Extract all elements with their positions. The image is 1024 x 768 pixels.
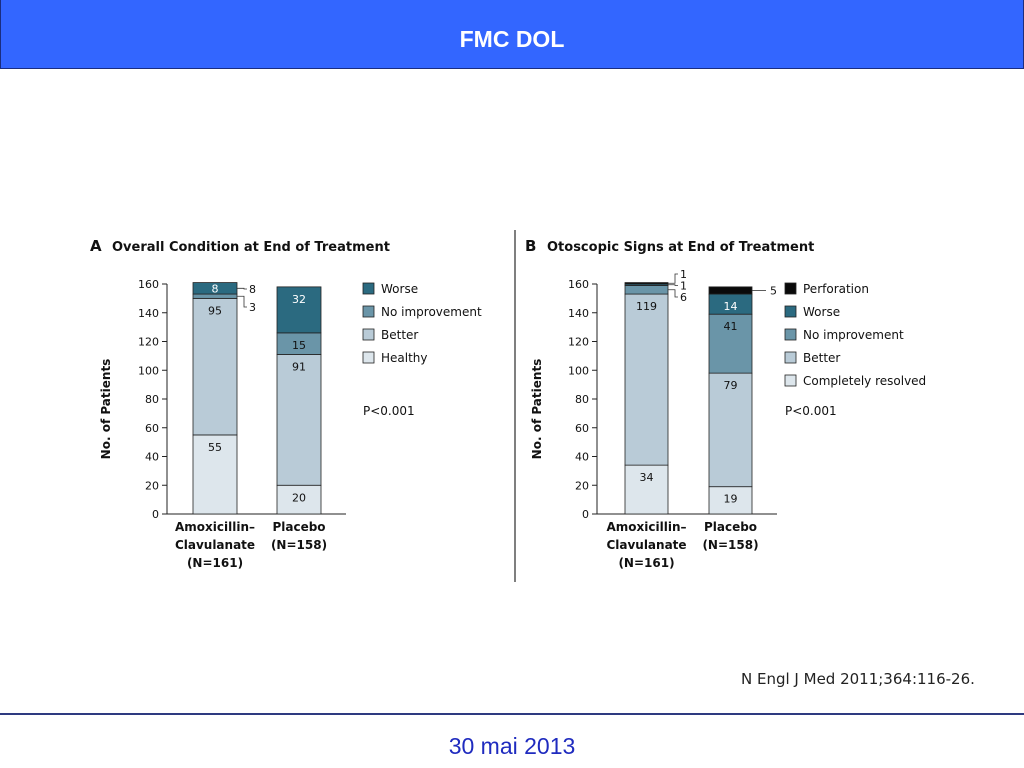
- y-tick-label: 140: [568, 307, 589, 320]
- legend-label: Completely resolved: [803, 374, 926, 388]
- x-category-label: Clavulanate: [175, 538, 255, 552]
- legend-swatch: [362, 282, 375, 295]
- chart-title: Otoscopic Signs at End of Treatment: [547, 240, 814, 255]
- legend-swatch: [784, 282, 797, 295]
- legend-swatch: [784, 328, 797, 341]
- callout-label: 5: [770, 284, 777, 297]
- panel-letter: B: [525, 237, 536, 255]
- bar-segment-healthy: [192, 434, 238, 515]
- x-category-label: (N=158): [271, 538, 327, 552]
- legend-swatch: [362, 328, 375, 341]
- callout-label: 3: [249, 301, 256, 314]
- y-tick-label: 80: [145, 393, 159, 406]
- data-label: 14: [724, 300, 738, 313]
- y-tick-label: 140: [138, 307, 159, 320]
- p-value-label: P<0.001: [785, 404, 837, 418]
- data-label: 79: [724, 379, 738, 392]
- slide-header-bar: FMC DOL: [0, 0, 1024, 69]
- legend-swatch: [362, 351, 375, 364]
- y-tick-label: 40: [145, 451, 159, 464]
- footer-date: 30 mai 2013: [448, 733, 576, 759]
- legend-label: No improvement: [803, 328, 904, 342]
- y-tick-label: 120: [138, 336, 159, 349]
- panel-letter: A: [90, 237, 102, 255]
- footer-divider: [0, 713, 1024, 715]
- callout-line: [668, 289, 678, 298]
- y-tick-label: 20: [145, 479, 159, 492]
- bar-segment-better: [624, 293, 669, 466]
- data-label: 95: [208, 304, 222, 317]
- callout-label: 1: [680, 280, 687, 293]
- y-axis-label: No. of Patients: [99, 359, 113, 460]
- data-label: 8: [212, 282, 219, 295]
- callout-label: 6: [680, 291, 687, 304]
- callout-line: [668, 284, 678, 286]
- data-label: 41: [724, 320, 738, 333]
- legend-label: Worse: [381, 282, 418, 296]
- legend-label: No improvement: [381, 305, 482, 319]
- legend-swatch: [784, 374, 797, 387]
- x-category-label: Clavulanate: [606, 538, 686, 552]
- legend-swatch: [362, 305, 375, 318]
- panel-a-overall-condition: A Overall Condition at End of Treatment No…: [90, 237, 482, 570]
- y-tick-label: 120: [568, 336, 589, 349]
- y-tick-label: 100: [568, 364, 589, 377]
- y-tick-label: 0: [582, 508, 589, 521]
- data-label: 20: [292, 491, 306, 504]
- x-category-label: (N=161): [187, 556, 243, 570]
- data-label: 119: [636, 300, 657, 313]
- bar-segment-worse: [276, 286, 322, 334]
- x-category-label: (N=158): [702, 538, 758, 552]
- data-label: 32: [292, 293, 306, 306]
- legend-label: Healthy: [381, 351, 428, 365]
- y-tick-label: 20: [575, 479, 589, 492]
- data-label: 19: [724, 493, 738, 506]
- y-tick-label: 80: [575, 393, 589, 406]
- bar-segment-no-improvement: [708, 313, 753, 374]
- callout-line: [668, 273, 678, 284]
- y-tick-label: 160: [568, 278, 589, 291]
- data-label: 34: [640, 471, 654, 484]
- chart-title: Overall Condition at End of Treatment: [112, 240, 390, 255]
- x-category-label: Amoxicillin–: [607, 520, 687, 534]
- bar-segment-no-improvement: [624, 285, 669, 295]
- y-tick-label: 40: [575, 451, 589, 464]
- bar-segment-perforation: [708, 286, 753, 295]
- callout-line: [237, 287, 247, 290]
- callout-line: [237, 295, 247, 308]
- citation: N Engl J Med 2011;364:116-26.: [741, 670, 975, 688]
- y-tick-label: 100: [138, 364, 159, 377]
- legend-label: Better: [381, 328, 418, 342]
- legend-swatch: [784, 305, 797, 318]
- legend-label: Worse: [803, 305, 840, 319]
- bar-segment-completely-resolved: [624, 464, 669, 515]
- callout-label: 8: [249, 283, 256, 296]
- legend-swatch: [784, 351, 797, 364]
- x-category-label: (N=161): [618, 556, 674, 570]
- slide-title: FMC DOL: [459, 26, 565, 52]
- data-label: 15: [292, 339, 306, 352]
- bar-segment-better: [276, 354, 322, 486]
- y-tick-label: 60: [575, 422, 589, 435]
- bar-segment-healthy: [276, 484, 322, 515]
- y-tick-label: 60: [145, 422, 159, 435]
- y-tick-label: 0: [152, 508, 159, 521]
- y-tick-label: 160: [138, 278, 159, 291]
- x-category-label: Placebo: [704, 520, 757, 534]
- x-category-label: Amoxicillin–: [175, 520, 255, 534]
- y-axis-label: No. of Patients: [530, 359, 544, 460]
- data-label: 91: [292, 360, 306, 373]
- bar-segment-better: [708, 372, 753, 488]
- legend-label: Better: [803, 351, 840, 365]
- x-category-label: Placebo: [272, 520, 325, 534]
- bar-segment-perforation: [624, 282, 669, 285]
- legend-label: Perforation: [803, 282, 869, 296]
- callout-label: 1: [680, 268, 687, 281]
- panel-b-otoscopic-signs: B Otoscopic Signs at End of Treatment No. …: [525, 237, 926, 570]
- data-label: 55: [208, 441, 222, 454]
- bar-segment-better: [192, 297, 238, 436]
- p-value-label: P<0.001: [363, 404, 415, 418]
- nejm-figure: A Overall Condition at End of Treatment No…: [90, 230, 926, 582]
